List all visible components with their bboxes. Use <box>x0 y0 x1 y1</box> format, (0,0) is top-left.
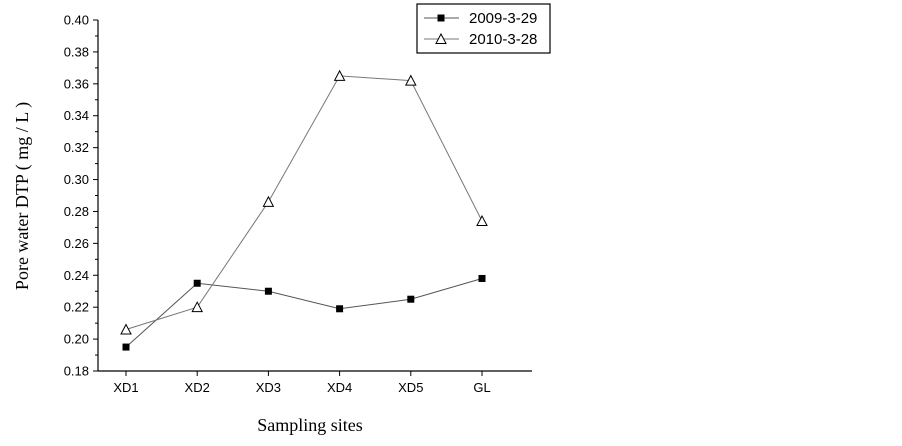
x-tick-label: XD2 <box>185 380 210 395</box>
data-point <box>120 323 132 335</box>
y-axis-title: Pore water DTP ( mg / L ) <box>12 102 33 290</box>
data-point <box>478 274 486 282</box>
data-point <box>191 301 204 313</box>
y-tick-label: 0.34 <box>64 108 89 123</box>
data-point <box>264 287 272 295</box>
series-0 <box>122 274 486 351</box>
data-point <box>122 343 130 351</box>
y-tick-label: 0.38 <box>64 44 89 59</box>
y-tick-label: 0.40 <box>64 13 89 28</box>
legend-box <box>416 3 551 54</box>
x-tick-label: GL <box>473 380 490 395</box>
legend-label: 2010-3-28 <box>469 31 537 48</box>
data-point <box>336 305 344 313</box>
x-tick-label: XD4 <box>327 380 352 395</box>
y-tick-label: 0.30 <box>64 172 89 187</box>
series-line <box>125 75 483 330</box>
x-axis-title: Sampling sites <box>257 415 363 435</box>
series-1 <box>120 69 488 335</box>
x-tick-label: XD1 <box>113 380 138 395</box>
y-tick-label: 0.32 <box>64 140 89 155</box>
data-point <box>262 195 275 207</box>
x-tick-label: XD3 <box>256 380 281 395</box>
data-point <box>193 279 201 287</box>
data-point <box>407 295 415 303</box>
legend-marker <box>437 14 445 22</box>
x-tick-label: XD5 <box>398 380 423 395</box>
data-point <box>476 214 488 227</box>
series-group <box>120 69 488 351</box>
y-tick-label: 0.28 <box>64 204 89 219</box>
y-tick-label: 0.26 <box>64 236 89 251</box>
y-tick-label: 0.20 <box>64 332 89 347</box>
data-point <box>404 74 417 86</box>
y-tick-label: 0.36 <box>64 76 89 91</box>
legend-label: 2009-3-29 <box>469 10 537 27</box>
y-tick-label: 0.18 <box>64 364 89 379</box>
data-point <box>333 69 346 81</box>
legend: 2009-3-29 2010-3-28 <box>416 3 551 54</box>
y-tick-label: 0.22 <box>64 300 89 315</box>
axes: 0.18 0.20 0.22 0.24 0.26 0.28 0.30 0.32 0.34 0.36… <box>64 13 532 395</box>
y-tick-label: 0.24 <box>64 268 89 283</box>
series-line <box>125 277 483 348</box>
legend-marker <box>435 32 447 44</box>
